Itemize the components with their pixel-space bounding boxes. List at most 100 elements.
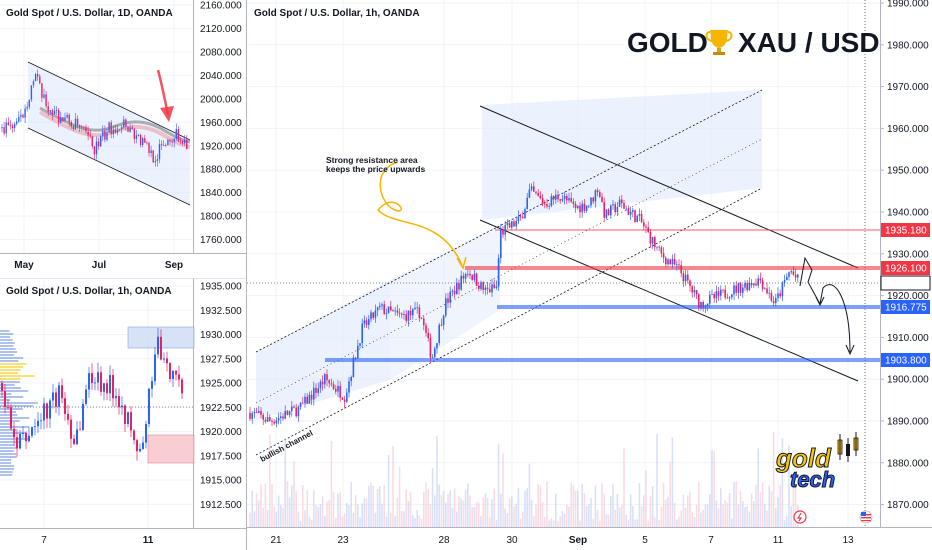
volume-bar [365, 498, 368, 527]
main-candle [662, 247, 665, 263]
volume-bar [522, 511, 524, 527]
volume-bar [321, 495, 324, 527]
volume-bar [273, 506, 275, 527]
intraday-candle [49, 398, 51, 428]
volume-bar [447, 493, 449, 527]
volume-bar [500, 493, 502, 527]
volume-bar [258, 500, 260, 527]
main-candle [319, 379, 322, 393]
volume-profile-bar [0, 456, 17, 458]
main-candle [544, 200, 546, 209]
main-candle [733, 282, 735, 301]
main-candle [530, 183, 533, 192]
main-candle [440, 318, 443, 327]
main-candle [515, 217, 517, 230]
daily-candle [16, 118, 18, 126]
main-candle [790, 269, 792, 275]
intraday-y-tick-label: 1915.000 [200, 476, 242, 487]
main-candle [480, 280, 482, 291]
resistance-arrow-head [456, 256, 467, 270]
main-candle [640, 210, 643, 223]
volume-bar [678, 516, 680, 527]
volume-bar [632, 506, 634, 527]
main-candle [458, 279, 460, 295]
price-badge-support: 1916.775 [881, 300, 930, 314]
main-candle [689, 279, 691, 292]
volume-bar [581, 484, 583, 527]
volume-bar [420, 519, 423, 527]
main-candle [638, 208, 641, 221]
main-candle [623, 199, 625, 209]
intraday-candle [151, 376, 153, 398]
volume-bar [427, 488, 429, 527]
svg-text:1926.100: 1926.100 [885, 264, 927, 275]
volume-profile-bar [0, 432, 26, 434]
resistance-arrow-orange [376, 161, 463, 266]
daily-y-tick-label: 2080.000 [200, 47, 242, 58]
volume-bar [781, 438, 784, 527]
volume-bar [676, 519, 678, 527]
daily-candle [58, 108, 60, 128]
main-candle [449, 286, 451, 308]
volume-bar [381, 503, 383, 527]
main-candle [500, 223, 502, 264]
main-candle [779, 289, 781, 299]
volume-bar [291, 485, 293, 527]
daily-candle [125, 118, 127, 131]
daily-candle [87, 126, 89, 141]
intraday-candle [139, 443, 141, 453]
volume-bar [722, 504, 724, 527]
daily-candle [85, 124, 87, 134]
main-candle [493, 279, 495, 289]
volume-bar [484, 493, 487, 527]
main-x-tick-label: 13 [842, 535, 854, 546]
main-candle [297, 405, 300, 422]
main-candle [489, 282, 491, 293]
main-candle [385, 308, 388, 320]
volume-bar [621, 504, 623, 527]
daily-candle [49, 109, 51, 116]
volume-bar [517, 487, 520, 527]
daily-candle [114, 125, 117, 134]
main-y-tick-label: 1930.000 [887, 249, 929, 260]
volume-bar [359, 517, 361, 527]
intraday-candle [106, 379, 108, 401]
daily-candle [146, 140, 148, 145]
daily-candle [173, 137, 175, 148]
daily-candle [7, 117, 9, 126]
volume-bar [255, 493, 258, 527]
volume-bar [434, 495, 436, 527]
volume-bar [605, 514, 608, 527]
volume-bar [687, 495, 689, 527]
intraday-candle [85, 384, 87, 406]
main-candle [339, 381, 341, 402]
main-candle [643, 219, 645, 231]
main-candle [497, 254, 500, 291]
intraday-y-tick-label: 1922.500 [200, 403, 242, 414]
volume-profile-bar [0, 414, 18, 416]
main-candle [262, 412, 264, 426]
main-candle [374, 304, 377, 323]
main-candle [341, 397, 344, 401]
volume-profile-bar [0, 366, 24, 368]
main-candle [552, 195, 555, 205]
goldtech-logo: gold tech [775, 432, 859, 493]
intraday-y-tick-label: 1925.000 [200, 379, 242, 390]
daily-y-tick-label: 1760.000 [200, 235, 242, 246]
volume-profile-bar [0, 411, 16, 413]
main-candle [427, 328, 429, 342]
daily-candle [24, 104, 26, 124]
main-candle [537, 189, 539, 197]
volume-bar [530, 500, 533, 527]
intraday-candle [127, 411, 129, 428]
intraday-candle [145, 420, 147, 449]
main-candle [755, 278, 757, 287]
daily-red-arrow-head [160, 106, 174, 122]
volume-bar [594, 485, 597, 527]
main-candle [656, 246, 658, 251]
main-candle [748, 277, 751, 291]
main-candle [720, 285, 722, 301]
main-candle [442, 314, 445, 330]
main-candle [722, 289, 724, 294]
intraday-candle [79, 421, 81, 431]
